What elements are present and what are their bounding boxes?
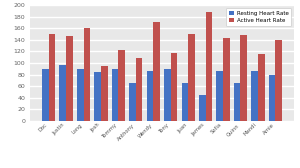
Bar [216, 71, 223, 121]
Bar [118, 50, 125, 121]
Bar [188, 34, 195, 121]
Bar [234, 83, 241, 121]
Bar [275, 40, 282, 121]
Legend: Resting Heart Rate, Active Heart Rate: Resting Heart Rate, Active Heart Rate [226, 8, 291, 26]
Bar [199, 95, 206, 121]
Bar [49, 34, 55, 121]
Bar [182, 83, 188, 121]
Bar [223, 38, 230, 121]
Bar [241, 35, 247, 121]
Bar [94, 72, 101, 121]
Bar [77, 69, 83, 121]
Bar [153, 23, 160, 121]
Bar [42, 69, 49, 121]
Bar [112, 69, 119, 121]
Bar [101, 66, 108, 121]
Bar [129, 83, 136, 121]
Bar [258, 54, 265, 121]
Bar [171, 53, 177, 121]
Bar [83, 28, 90, 121]
Bar [136, 58, 142, 121]
Bar [269, 75, 275, 121]
Bar [164, 69, 171, 121]
Bar [147, 71, 153, 121]
Bar [251, 71, 258, 121]
Bar [66, 36, 73, 121]
Bar [59, 65, 66, 121]
Bar [206, 12, 212, 121]
